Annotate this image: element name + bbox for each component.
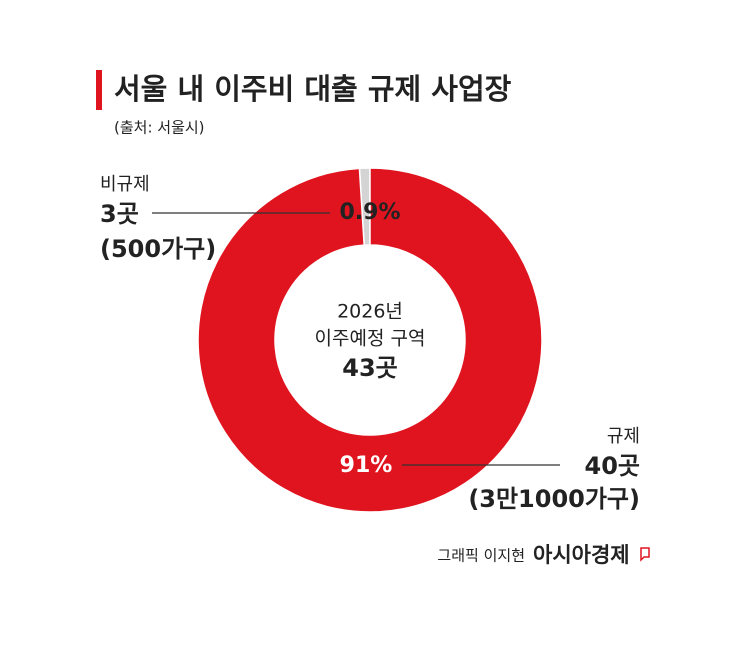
count-label: 3곳 <box>100 200 139 228</box>
count-label: 40곳 <box>585 452 640 480</box>
brand: 아시아경제 <box>533 543 630 567</box>
value-label: 91% <box>340 453 393 478</box>
center-text: 이주예정 구역 <box>315 328 426 350</box>
household-label: (3만1000가구) <box>468 485 640 513</box>
brand-mark <box>640 547 650 562</box>
center-text: 43곳 <box>342 354 397 382</box>
slice <box>197 167 543 513</box>
category-label: 규제 <box>607 426 640 447</box>
household-label: (500가구) <box>100 235 216 263</box>
donut <box>197 167 543 513</box>
title-bar <box>96 70 102 110</box>
center-text: 2026년 <box>337 301 403 323</box>
chart-title: 서울 내 이주비 대출 규제 사업장 <box>114 72 512 106</box>
credit: 그래픽 이지현 <box>437 547 525 565</box>
value-label: 0.9% <box>339 200 400 225</box>
category-label: 비규제 <box>100 174 150 195</box>
source: (출처: 서울시) <box>114 119 205 137</box>
